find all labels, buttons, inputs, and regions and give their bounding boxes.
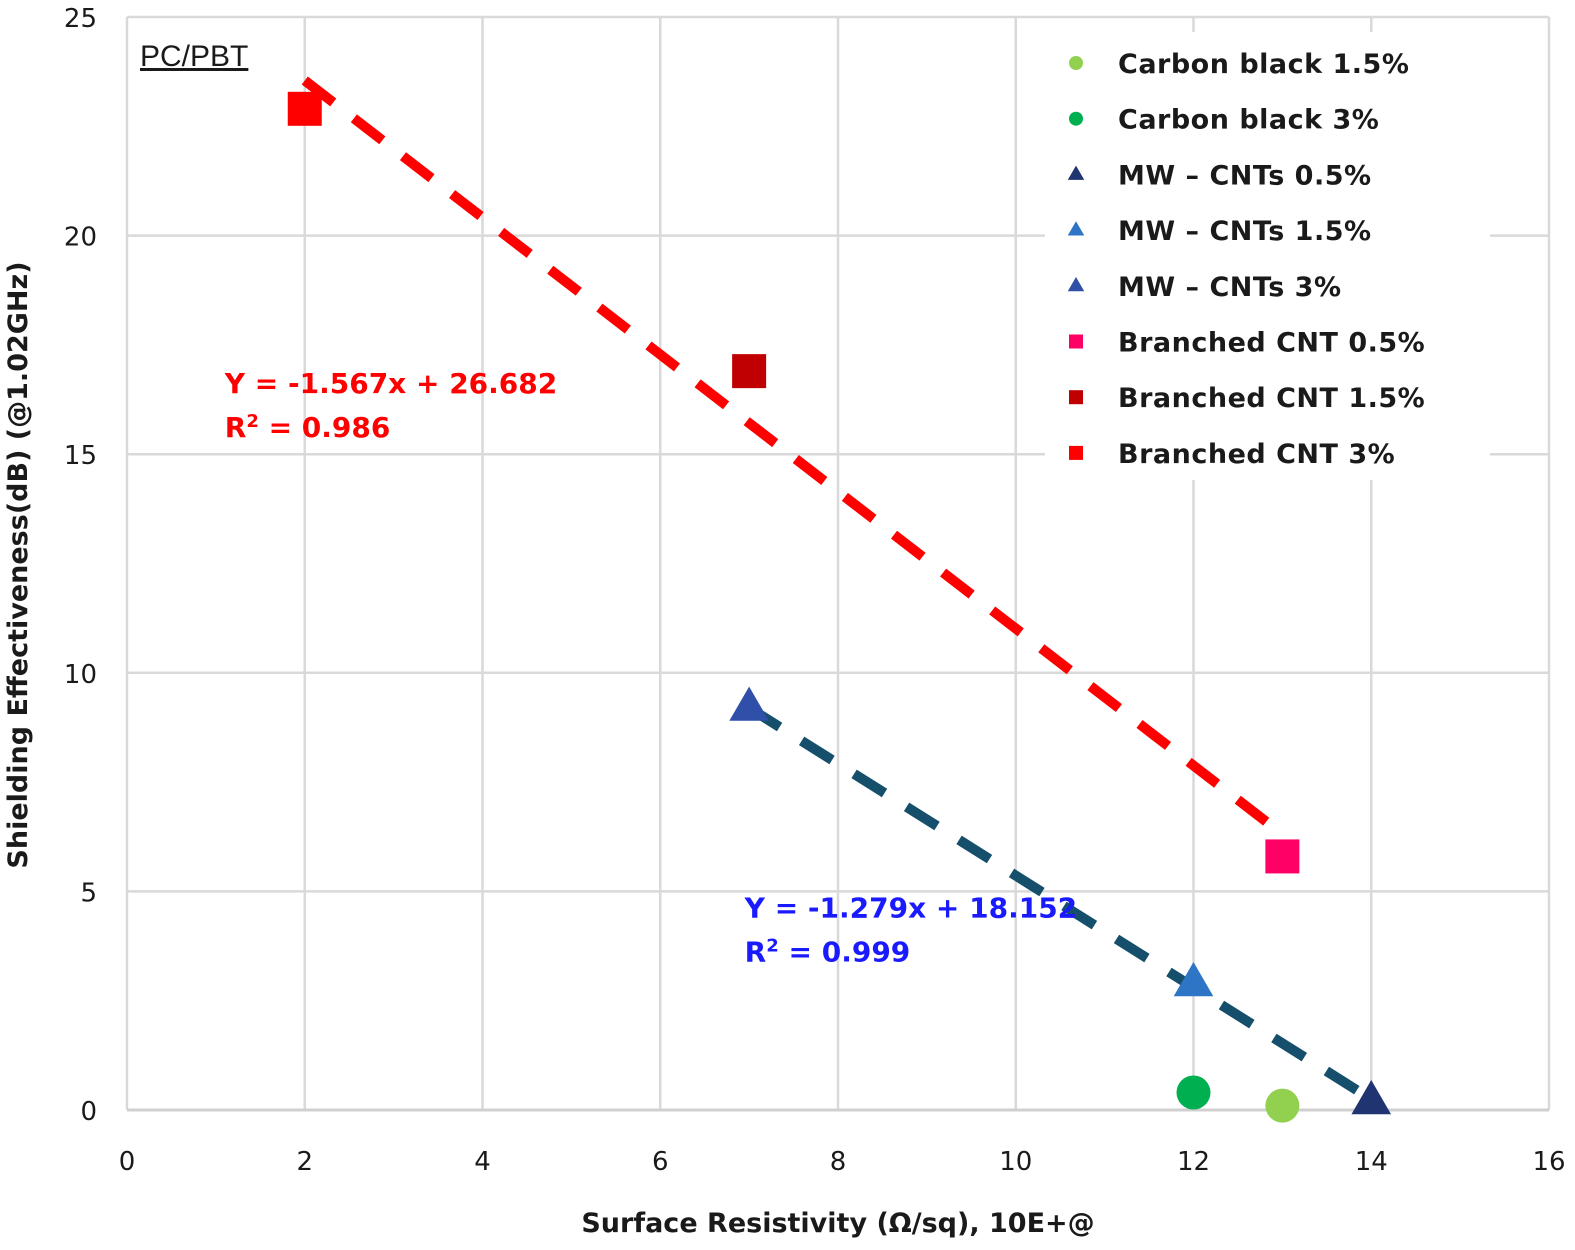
legend: Carbon black 1.5% Carbon black 3% MW – CNT…: [1045, 32, 1490, 480]
x-tick-label: 2: [296, 1147, 313, 1177]
y-axis-ticks: 0 5 10 15 20 25: [64, 4, 97, 1127]
trendline-r-squared: R2 = 0.999: [745, 935, 911, 969]
data-point: [1173, 962, 1214, 997]
legend-marker: [1067, 165, 1085, 180]
legend-marker: [1067, 276, 1085, 292]
x-axis-title: Surface Resistivity (Ω/sq), 10E+@: [581, 1208, 1094, 1239]
data-point: [1265, 839, 1300, 874]
data-point: [729, 686, 769, 721]
x-tick-label: 10: [999, 1147, 1032, 1177]
chart-annotation-title: PC/PBT: [140, 40, 248, 73]
trendline-r-squared: R2 = 0.986: [225, 410, 391, 444]
data-points: [287, 91, 1392, 1123]
legend-background: [1045, 32, 1490, 480]
trendlines: [301, 76, 1374, 1104]
legend-label: MW – CNTs 1.5%: [1118, 216, 1372, 247]
x-axis-ticks: 0 2 4 6 8 10 12 14 16: [119, 1147, 1566, 1177]
trendline-equation: Y = -1.567x + 26.682: [224, 367, 558, 400]
legend-marker: [1069, 390, 1083, 405]
data-point: [1176, 1075, 1211, 1110]
x-tick-label: 8: [830, 1147, 847, 1177]
data-point: [1351, 1080, 1392, 1115]
y-tick-label: 20: [64, 223, 97, 253]
legend-marker: [1067, 221, 1085, 236]
data-point: [287, 91, 322, 126]
legend-marker: [1069, 445, 1083, 460]
trendline-equations: Y = -1.567x + 26.682 R2 = 0.986 Y = -1.279…: [224, 367, 1077, 969]
data-point: [732, 354, 767, 389]
x-tick-label: 16: [1532, 1147, 1565, 1177]
data-point: [1265, 1088, 1300, 1123]
legend-marker: [1069, 334, 1083, 349]
y-tick-label: 25: [64, 4, 97, 34]
trendline: [301, 76, 1286, 839]
x-tick-label: 12: [1177, 1147, 1210, 1177]
legend-label: Carbon black 3%: [1118, 105, 1379, 136]
x-tick-label: 0: [119, 1147, 136, 1177]
y-tick-label: 5: [80, 878, 97, 908]
legend-label: Branched CNT 3%: [1118, 439, 1395, 470]
legend-label: Branched CNT 0.5%: [1118, 328, 1425, 359]
y-tick-label: 10: [64, 660, 97, 690]
y-tick-label: 15: [64, 441, 97, 471]
x-tick-label: 6: [652, 1147, 669, 1177]
trendline-equation: Y = -1.279x + 18.152: [744, 892, 1078, 925]
x-tick-label: 14: [1355, 1147, 1388, 1177]
y-tick-label: 0: [80, 1097, 97, 1127]
legend-marker: [1069, 111, 1083, 126]
legend-label: Carbon black 1.5%: [1118, 49, 1409, 80]
legend-label: MW – CNTs 3%: [1118, 272, 1342, 303]
y-axis-title: Shielding Effectiveness(dB) (@1.02GHz): [3, 261, 34, 868]
legend-label: Branched CNT 1.5%: [1118, 383, 1425, 414]
plot-frame: [125, 17, 1549, 1112]
x-tick-label: 4: [474, 1147, 491, 1177]
legend-label: MW – CNTs 0.5%: [1118, 160, 1372, 191]
legend-marker: [1069, 56, 1083, 70]
